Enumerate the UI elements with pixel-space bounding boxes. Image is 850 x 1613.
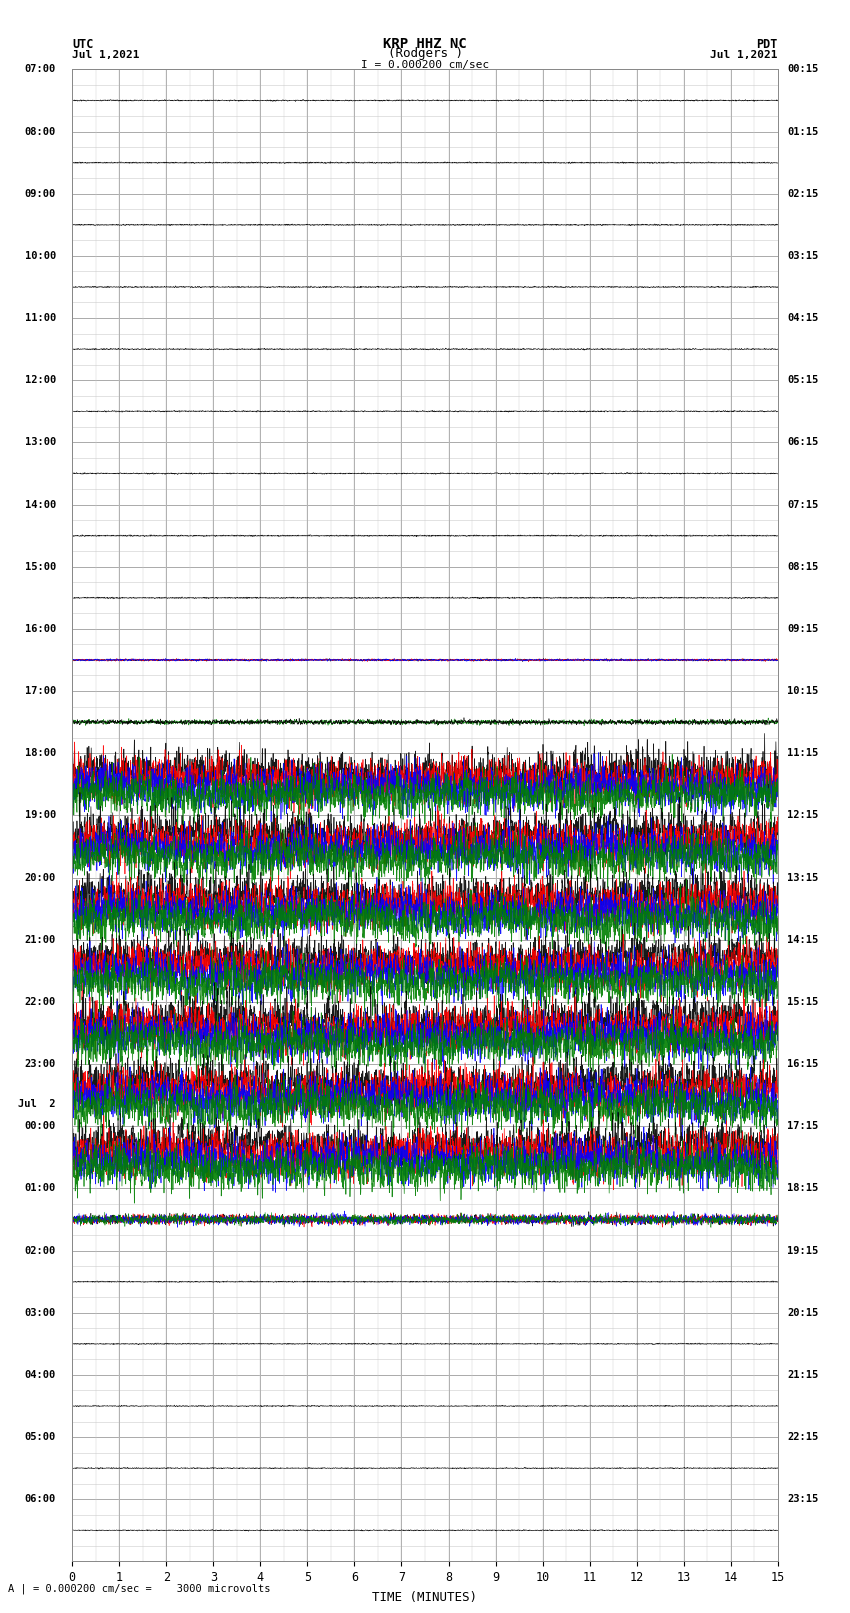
Text: 11:15: 11:15 <box>787 748 819 758</box>
Text: 17:15: 17:15 <box>787 1121 819 1131</box>
Text: 09:00: 09:00 <box>25 189 56 198</box>
Text: 21:15: 21:15 <box>787 1369 819 1379</box>
Text: 16:00: 16:00 <box>25 624 56 634</box>
Text: 11:00: 11:00 <box>25 313 56 323</box>
Text: Jul 1,2021: Jul 1,2021 <box>711 50 778 60</box>
Text: 07:15: 07:15 <box>787 500 819 510</box>
Text: 01:15: 01:15 <box>787 126 819 137</box>
Text: 15:15: 15:15 <box>787 997 819 1007</box>
Text: PDT: PDT <box>756 37 778 50</box>
Text: 07:00: 07:00 <box>25 65 56 74</box>
Text: 05:00: 05:00 <box>25 1432 56 1442</box>
Text: 03:15: 03:15 <box>787 252 819 261</box>
Text: 15:00: 15:00 <box>25 561 56 571</box>
Text: 12:15: 12:15 <box>787 810 819 821</box>
Text: 13:15: 13:15 <box>787 873 819 882</box>
Text: Jul  2: Jul 2 <box>19 1100 56 1110</box>
Text: 06:15: 06:15 <box>787 437 819 447</box>
Text: 19:00: 19:00 <box>25 810 56 821</box>
Text: 23:15: 23:15 <box>787 1494 819 1505</box>
Text: 22:15: 22:15 <box>787 1432 819 1442</box>
Text: 22:00: 22:00 <box>25 997 56 1007</box>
Text: 04:15: 04:15 <box>787 313 819 323</box>
Text: UTC: UTC <box>72 37 94 50</box>
Text: 03:00: 03:00 <box>25 1308 56 1318</box>
Text: 05:15: 05:15 <box>787 376 819 386</box>
Text: I = 0.000200 cm/sec: I = 0.000200 cm/sec <box>361 60 489 69</box>
Text: 06:00: 06:00 <box>25 1494 56 1505</box>
Text: 20:15: 20:15 <box>787 1308 819 1318</box>
Text: 02:15: 02:15 <box>787 189 819 198</box>
Text: 09:15: 09:15 <box>787 624 819 634</box>
Text: 08:15: 08:15 <box>787 561 819 571</box>
Text: 18:00: 18:00 <box>25 748 56 758</box>
Text: 00:15: 00:15 <box>787 65 819 74</box>
Text: Jul 1,2021: Jul 1,2021 <box>72 50 139 60</box>
Text: 10:15: 10:15 <box>787 686 819 697</box>
Text: 14:00: 14:00 <box>25 500 56 510</box>
Text: 00:00: 00:00 <box>25 1121 56 1131</box>
Text: A | = 0.000200 cm/sec =    3000 microvolts: A | = 0.000200 cm/sec = 3000 microvolts <box>8 1582 271 1594</box>
Text: 23:00: 23:00 <box>25 1060 56 1069</box>
Text: 20:00: 20:00 <box>25 873 56 882</box>
Text: 18:15: 18:15 <box>787 1184 819 1194</box>
Text: 10:00: 10:00 <box>25 252 56 261</box>
Text: (Rodgers ): (Rodgers ) <box>388 47 462 60</box>
Text: 04:00: 04:00 <box>25 1369 56 1379</box>
Text: 08:00: 08:00 <box>25 126 56 137</box>
Text: 14:15: 14:15 <box>787 934 819 945</box>
X-axis label: TIME (MINUTES): TIME (MINUTES) <box>372 1590 478 1603</box>
Text: 21:00: 21:00 <box>25 934 56 945</box>
Text: 12:00: 12:00 <box>25 376 56 386</box>
Text: 02:00: 02:00 <box>25 1245 56 1255</box>
Text: 01:00: 01:00 <box>25 1184 56 1194</box>
Text: 13:00: 13:00 <box>25 437 56 447</box>
Text: 17:00: 17:00 <box>25 686 56 697</box>
Text: KRP HHZ NC: KRP HHZ NC <box>383 37 467 50</box>
Text: 19:15: 19:15 <box>787 1245 819 1255</box>
Text: 16:15: 16:15 <box>787 1060 819 1069</box>
